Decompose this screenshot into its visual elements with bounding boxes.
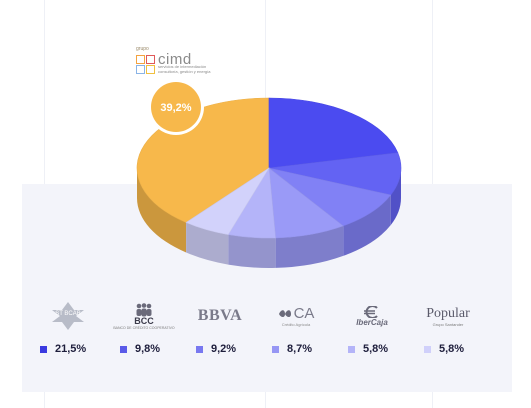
santander-logo: ST BCAB xyxy=(30,296,106,336)
popular-logo-text: Popular xyxy=(426,305,470,321)
logo-subtitle-line1: servicios de intermediación xyxy=(158,64,207,69)
ca-logo-text: CA xyxy=(293,305,315,322)
bank-logos: ST BCAB BCC BANCO DE CRÉDITO COOPERATIVO… xyxy=(30,296,500,336)
logo-subtitle-line2: consultoría, gestión y energía xyxy=(158,68,211,74)
legend-value: 5,8% xyxy=(439,343,465,355)
ibercaja-logo: IberCaja xyxy=(334,296,410,336)
popular-logo: Popular Grupo Santander xyxy=(410,296,486,336)
ibercaja-euro-icon xyxy=(364,305,378,318)
highlight-bubble xyxy=(151,82,201,132)
pie-slice-side xyxy=(137,168,187,253)
legend-value: 8,7% xyxy=(287,343,313,355)
legend-value: 9,2% xyxy=(211,343,237,355)
pie-slice-side xyxy=(228,234,276,269)
santander-logo-text: ST BCAB xyxy=(55,311,81,317)
logo-group-label: grupo xyxy=(136,46,149,52)
cimd-logo: grupo cimd servicios de intermediación c… xyxy=(136,46,256,78)
legend-swatch xyxy=(120,345,127,353)
legend-item-santander: 21,5% xyxy=(40,342,86,356)
legend-value: 21,5% xyxy=(55,343,87,355)
bcc-logo-subtext: BANCO DE CRÉDITO COOPERATIVO xyxy=(113,325,175,330)
pie-slice-side xyxy=(186,222,229,265)
bcc-logo-text: BCC xyxy=(134,315,154,326)
legend-item-popular: 5,8% xyxy=(424,342,464,356)
pie-chart: 39,2% xyxy=(136,82,402,269)
pie-slice xyxy=(185,167,270,235)
credito-agricola-logo: CA Crédito Agrícola xyxy=(258,296,334,336)
legend-swatch xyxy=(272,345,279,353)
legend-swatch xyxy=(348,345,355,353)
bbva-logo-text: BBVA xyxy=(197,307,243,324)
highlight-label: 39,2% xyxy=(160,102,191,114)
bcc-people-icon xyxy=(136,302,152,316)
legend-swatch xyxy=(40,345,47,353)
ibercaja-logo-text: IberCaja xyxy=(356,317,388,327)
legend-item-bcc: 9,8% xyxy=(120,342,160,356)
bbva-logo: BBVA xyxy=(182,296,258,336)
legend-item-bbva: 9,2% xyxy=(196,342,236,356)
logo-subtitle: servicios de intermediación consultoría,… xyxy=(158,64,228,74)
logo-name: cimd xyxy=(158,51,192,68)
legend-value: 9,8% xyxy=(135,343,161,355)
pie-slice-side xyxy=(275,225,344,268)
legend-value: 5,8% xyxy=(363,343,389,355)
legend-swatch xyxy=(424,345,431,353)
popular-logo-subtext: Grupo Santander xyxy=(432,321,464,327)
leaf-icon xyxy=(278,309,291,317)
legend-item-ca: 8,7% xyxy=(272,342,312,356)
ca-logo-subtext: Crédito Agrícola xyxy=(281,322,311,327)
pie-slice xyxy=(268,152,402,196)
cimd-logo-icon xyxy=(136,55,156,75)
pie-slice-side xyxy=(343,194,391,256)
legend-item-ibercaja: 5,8% xyxy=(348,342,388,356)
pie-slice xyxy=(268,97,399,169)
bcc-logo: BCC BANCO DE CRÉDITO COOPERATIVO xyxy=(106,296,182,336)
legend-swatch xyxy=(196,345,203,353)
legend: 21,5% 9,8% 9,2% 8,7% 5,8% 5,8% xyxy=(40,342,510,356)
